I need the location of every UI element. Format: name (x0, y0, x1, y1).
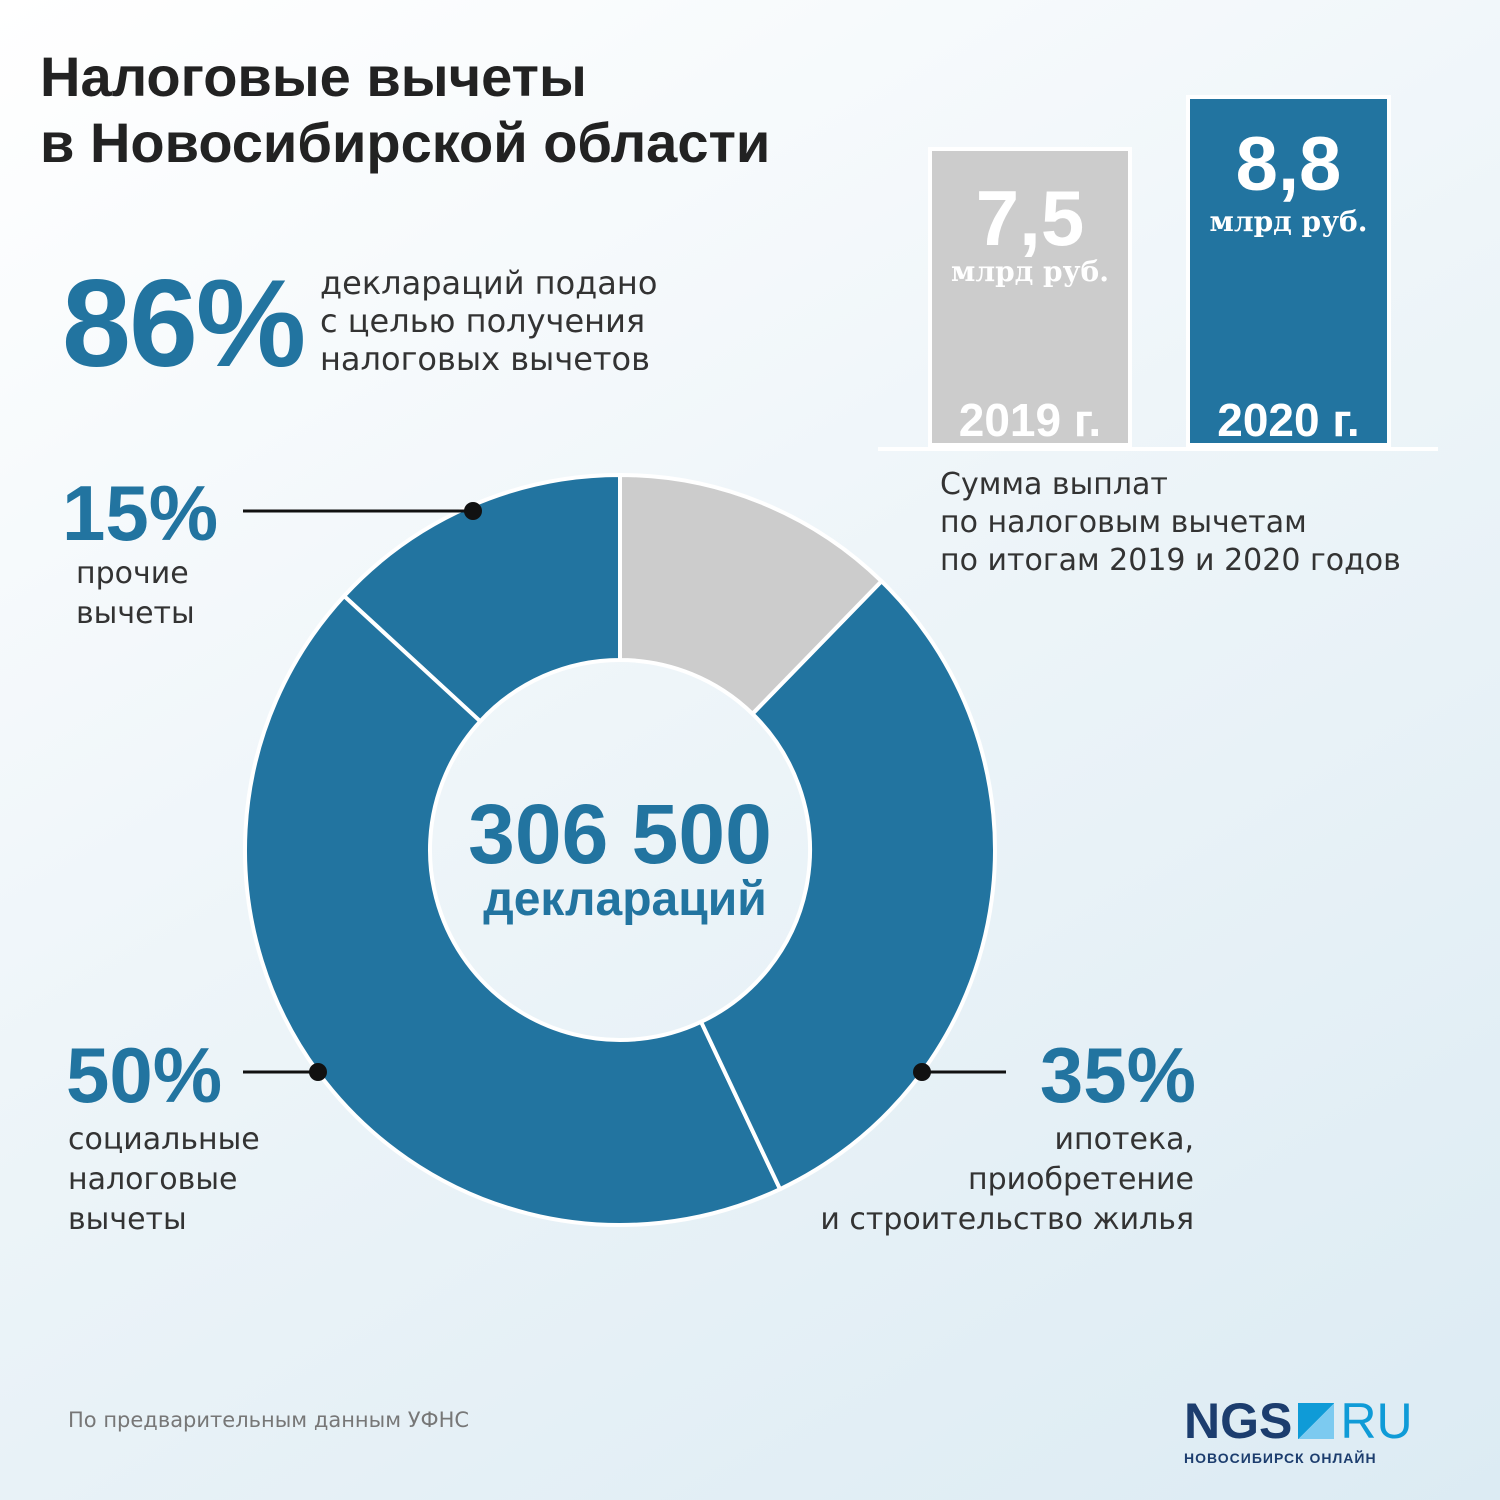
label-15-text: прочие вычеты (76, 554, 195, 634)
callout-dot-15 (464, 502, 482, 520)
label-35-line: и строительство жилья (820, 1202, 1194, 1237)
logo-part2: RU (1340, 1393, 1413, 1449)
highlight-description: деклараций подано с целью получения нало… (320, 264, 657, 378)
label-15-line: прочие (76, 556, 189, 591)
bar-2019: 7,5 млрд руб. 2019 г. (928, 147, 1132, 447)
ngs-logo[interactable]: NGS RU НОВОСИБИРСК ОНЛАЙН (1184, 1396, 1413, 1466)
bars-baseline (878, 447, 1438, 451)
callout-dot-35 (913, 1063, 931, 1081)
callouts (243, 502, 1006, 1081)
label-50-line: вычеты (68, 1202, 187, 1237)
bars-caption-line: по итогам 2019 и 2020 годов (940, 543, 1401, 578)
bar-year-2019: 2019 г. (958, 394, 1102, 446)
source-note: По предварительным данным УФНС (68, 1408, 470, 1432)
bar-value-2019: 7,5 (975, 174, 1085, 262)
page-title: Налоговые вычеты в Новосибирской области (40, 44, 770, 176)
logo-square-icon (1298, 1403, 1335, 1439)
bars-caption-line: Сумма выплат (940, 467, 1168, 502)
label-50-line: налоговые (68, 1162, 238, 1197)
label-35-text: ипотека, приобретение и строительство жи… (700, 1120, 1194, 1240)
donut-center-value: 306 500 (468, 787, 772, 881)
highlight-line: налоговых вычетов (320, 340, 650, 378)
bars-caption-line: по налоговым вычетам (940, 505, 1307, 540)
callout-dot-50 (309, 1063, 327, 1081)
highlight-line: деклараций подано (320, 264, 658, 302)
bar-year-2020: 2020 г. (1217, 394, 1360, 446)
bar-2020: 8,8 млрд руб. 2020 г. (1186, 95, 1391, 447)
title-line-2: в Новосибирской области (40, 111, 771, 174)
donut-slice-3 (618, 472, 885, 717)
bar-unit-2020: млрд руб. (1209, 205, 1368, 238)
bar-value-2020: 8,8 (1235, 122, 1342, 207)
bar-unit-2019: млрд руб. (951, 255, 1109, 288)
label-50-line: социальные (68, 1122, 260, 1157)
label-50-value: 50% (66, 1031, 223, 1119)
donut-slice-1 (243, 593, 783, 1227)
label-15-line: вычеты (76, 596, 195, 631)
logo-subtitle: НОВОСИБИРСК ОНЛАЙН (1184, 1450, 1377, 1466)
logo-part1: NGS (1184, 1393, 1293, 1449)
donut-center-unit: деклараций (483, 873, 767, 926)
donut-slice-0 (341, 472, 622, 725)
title-line-1: Налоговые вычеты (40, 45, 587, 108)
highlight-line: с целью получения (320, 302, 646, 340)
label-35-line: ипотека, (1054, 1122, 1194, 1157)
donut-slice-2 (698, 578, 997, 1192)
bars-caption: Сумма выплат по налоговым вычетам по ито… (940, 466, 1401, 580)
highlight-value: 86% (62, 255, 306, 393)
label-50-text: социальные налоговые вычеты (68, 1120, 260, 1240)
label-35-value: 35% (1039, 1031, 1196, 1119)
donut-slices (243, 472, 997, 1227)
label-35-line: приобретение (967, 1162, 1194, 1197)
label-15-value: 15% (62, 469, 219, 557)
